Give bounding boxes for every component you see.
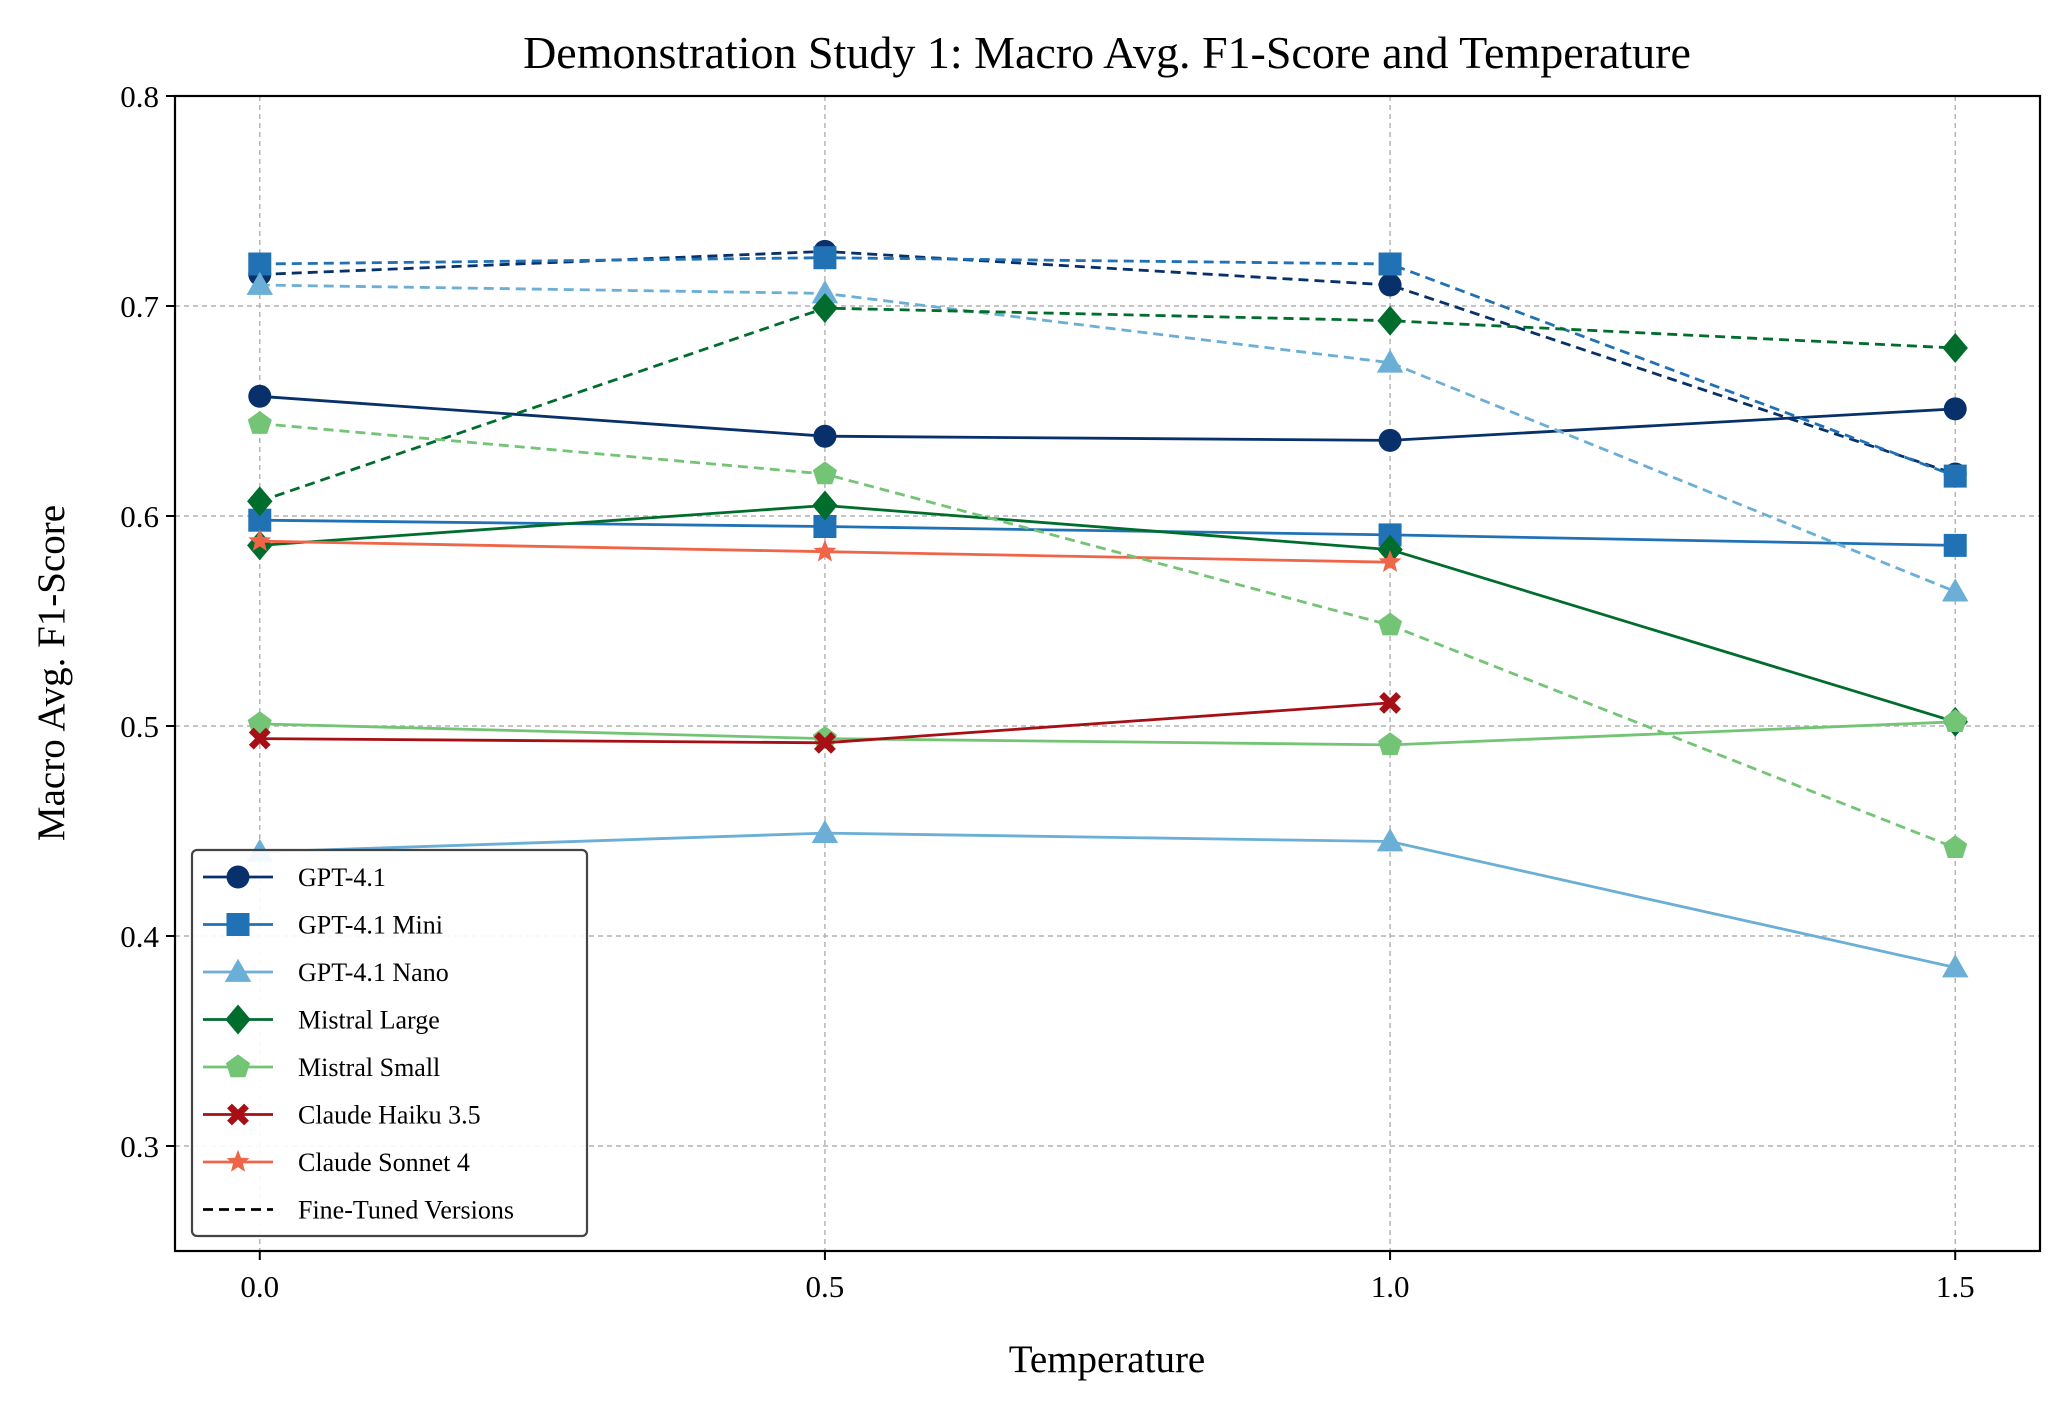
- legend-items: GPT-4.1 GPT-4.1 Mini GPT-4.1 Nano Mistral L…: [203, 863, 514, 1225]
- data-point: [1378, 428, 1402, 452]
- data-point: [812, 461, 837, 485]
- series-line: [259, 518, 1956, 547]
- legend-item-claude-sonnet-4: Claude Sonnet 4: [203, 1148, 470, 1177]
- data-point: [248, 384, 272, 408]
- data-point: [1378, 273, 1402, 297]
- series-layer: [246, 239, 1969, 978]
- series-mistral-large-fine-tuned: [247, 293, 1968, 517]
- data-point: [1943, 397, 1967, 421]
- legend-marker: [225, 1004, 251, 1035]
- legend-marker: [226, 913, 250, 936]
- data-point: [1378, 732, 1403, 756]
- x-tick-label: 1.0: [1371, 1269, 1410, 1304]
- legend-item-gpt-4-1-mini: GPT-4.1 Mini: [203, 911, 443, 940]
- data-point: [813, 424, 837, 448]
- data-point: [248, 252, 272, 276]
- series-line: [259, 504, 1956, 724]
- data-point: [1378, 612, 1403, 636]
- series-line: [259, 249, 1956, 476]
- data-point: [246, 271, 273, 295]
- data-point: [1942, 954, 1969, 978]
- data-point: [813, 539, 837, 562]
- data-point: [248, 508, 272, 532]
- legend-label: Mistral Small: [298, 1053, 440, 1082]
- tick-layer: 0.3 0.4 0.5 0.6 0.7 0.8 0.0 0.5 1.0 1.5: [120, 79, 1974, 1304]
- data-point: [813, 515, 837, 538]
- series-mistral-small: [247, 709, 1968, 756]
- y-tick-label: 0.3: [120, 1129, 159, 1164]
- legend-item-gpt-4-1-nano: GPT-4.1 Nano: [203, 958, 449, 987]
- data-point: [1942, 578, 1969, 602]
- series-line: [259, 283, 1956, 593]
- series-gpt-4-1-nano-fine-tuned: [246, 271, 1969, 602]
- legend-item-fine-tuned: Fine-Tuned Versions: [203, 1196, 514, 1225]
- legend-marker: [226, 865, 250, 889]
- series-line: [259, 831, 1956, 969]
- y-tick-label: 0.5: [120, 709, 159, 744]
- legend-label: GPT-4.1: [298, 863, 386, 892]
- series-mistral-small-fine-tuned: [247, 410, 1968, 859]
- data-point: [1376, 828, 1404, 852]
- legend: GPT-4.1 GPT-4.1 Mini GPT-4.1 Nano Mistral L…: [190, 848, 589, 1238]
- y-tick-label: 0.4: [120, 919, 159, 954]
- chart-title: Demonstration Study 1: Macro Avg. F1-Sco…: [523, 27, 1691, 78]
- data-point: [811, 280, 839, 304]
- data-point: [1942, 333, 1968, 363]
- legend-label: GPT-4.1 Mini: [298, 911, 443, 940]
- legend-label: Fine-Tuned Versions: [298, 1196, 514, 1225]
- data-point: [1377, 534, 1403, 565]
- data-point: [1943, 709, 1968, 733]
- data-point: [247, 410, 272, 434]
- legend-label: Claude Haiku 3.5: [298, 1101, 481, 1130]
- y-axis-label: Macro Avg. F1-Score: [30, 505, 73, 841]
- data-point: [1378, 550, 1402, 572]
- series-line: [259, 256, 1956, 478]
- legend-marker: [227, 1103, 249, 1126]
- x-axis-label: Temperature: [1009, 1338, 1206, 1381]
- legend-item-mistral-large: Mistral Large: [203, 1004, 440, 1035]
- data-point: [812, 293, 838, 324]
- data-point: [248, 529, 272, 551]
- legend-label: Claude Sonnet 4: [298, 1148, 470, 1177]
- series-line: [259, 720, 1956, 747]
- y-tick-label: 0.7: [120, 289, 159, 324]
- series-claude-sonnet-4: [248, 529, 1402, 572]
- data-point: [813, 731, 836, 754]
- legend-marker: [226, 1149, 250, 1172]
- y-tick-label: 0.6: [120, 499, 159, 534]
- data-point: [1377, 305, 1403, 336]
- series-claude-haiku-3-5: [248, 691, 1402, 754]
- data-point: [811, 819, 839, 844]
- data-point: [1943, 464, 1967, 488]
- y-tick-label: 0.8: [120, 79, 159, 114]
- data-point: [247, 486, 273, 517]
- legend-label: GPT-4.1 Nano: [298, 958, 449, 987]
- series-line: [259, 394, 1956, 442]
- x-tick-label: 0.5: [806, 1269, 845, 1304]
- series-line: [259, 306, 1956, 503]
- series-gpt-4-1-mini: [248, 508, 1967, 557]
- data-point: [1376, 349, 1404, 373]
- data-point: [813, 246, 837, 270]
- data-point: [1378, 252, 1402, 276]
- series-gpt-4-1: [248, 384, 1967, 452]
- data-point: [1379, 691, 1402, 714]
- legend-box: [190, 848, 589, 1238]
- x-tick-label: 1.5: [1936, 1269, 1975, 1304]
- series-line: [259, 422, 1956, 850]
- x-tick-label: 0.0: [240, 1269, 279, 1304]
- legend-marker: [225, 1054, 251, 1078]
- series-gpt-4-1-mini-fine-tuned: [248, 246, 1967, 488]
- data-point: [248, 727, 271, 750]
- legend-item-claude-haiku-3-5: Claude Haiku 3.5: [203, 1101, 481, 1130]
- legend-marker: [224, 958, 252, 982]
- data-point: [1943, 835, 1968, 859]
- plot-frame: [173, 94, 2042, 1253]
- data-point: [812, 490, 838, 521]
- legend-item-mistral-small: Mistral Small: [203, 1053, 440, 1082]
- legend-item-gpt-4-1: GPT-4.1: [203, 863, 386, 892]
- data-point: [1943, 533, 1967, 557]
- legend-label: Mistral Large: [298, 1006, 440, 1035]
